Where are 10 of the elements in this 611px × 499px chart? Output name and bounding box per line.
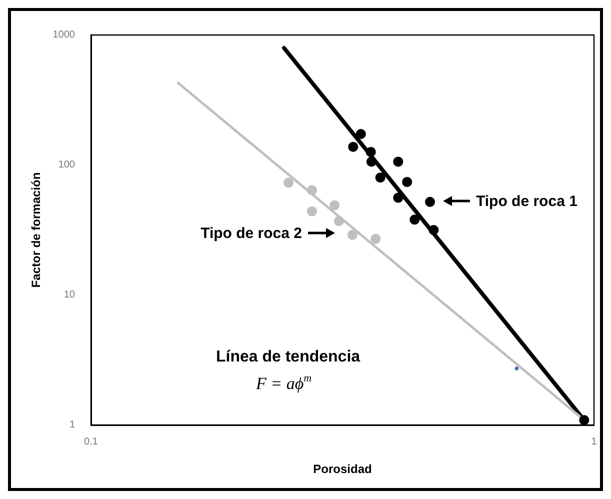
y-tick-label: 1000 — [52, 30, 76, 40]
annotation: Línea de tendencia — [216, 348, 360, 366]
annotation: Tipo de roca 1 — [476, 193, 578, 210]
y-tick-label: 1 — [69, 420, 76, 430]
y-tick-label: 10 — [64, 290, 76, 300]
y-tick-label: 100 — [58, 160, 76, 170]
x-tick-label: 0.1 — [84, 436, 98, 448]
y-axis-title: Factor de formación — [28, 172, 43, 288]
annotation: Tipo de roca 2 — [200, 225, 302, 242]
x-axis-title: Porosidad — [313, 462, 372, 476]
